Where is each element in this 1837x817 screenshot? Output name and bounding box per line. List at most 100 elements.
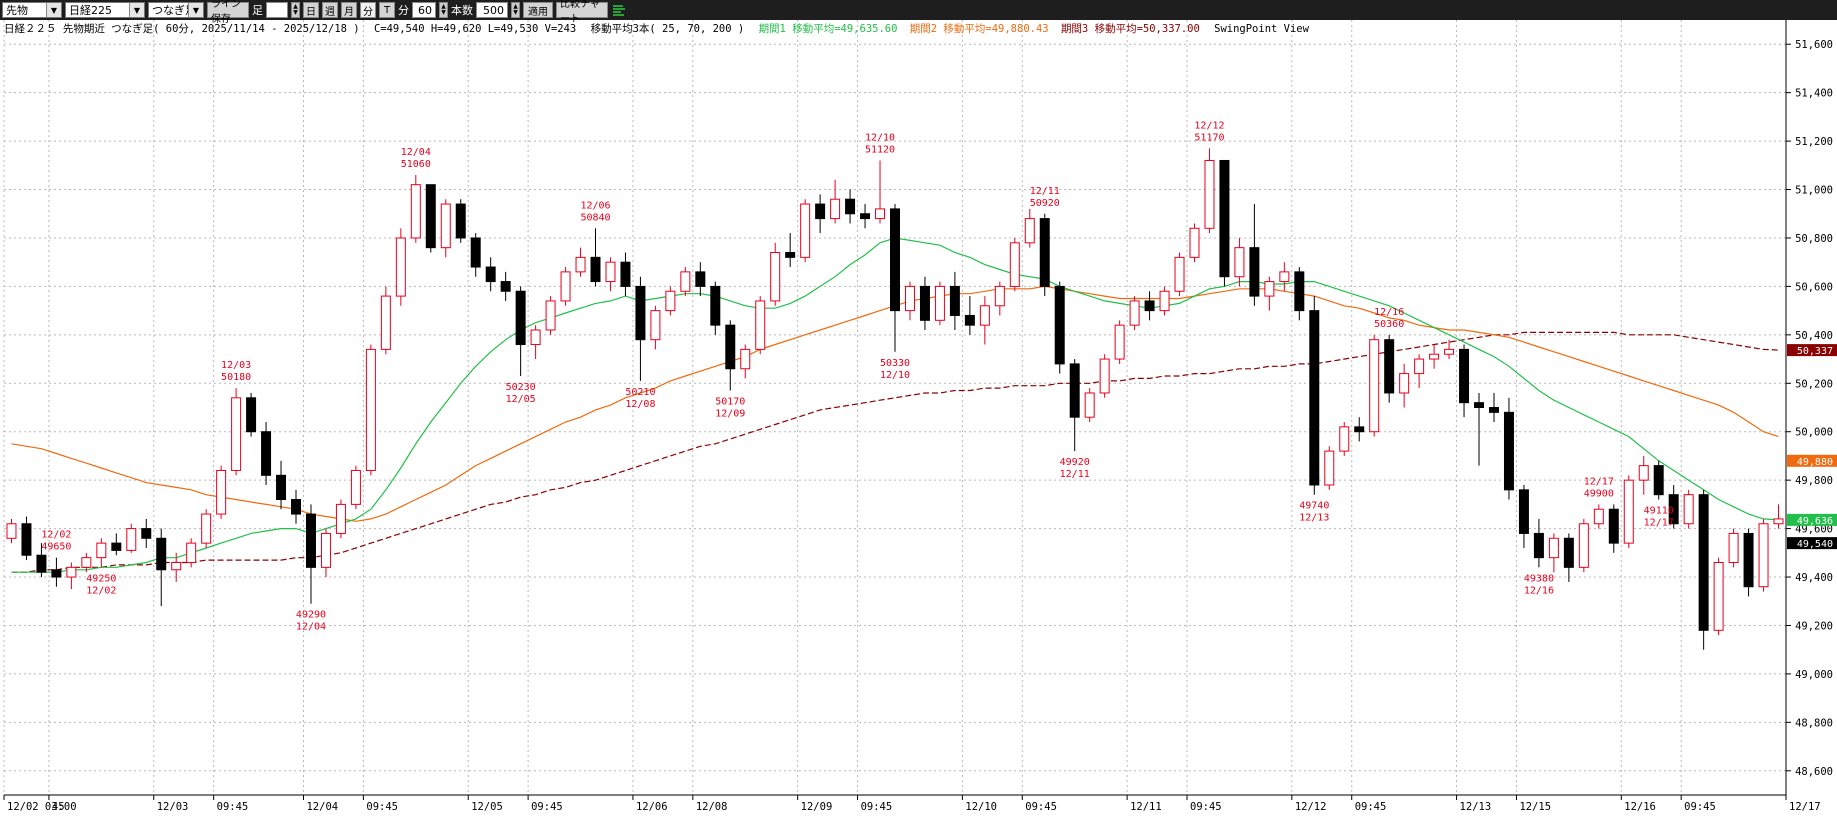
count-input[interactable]: 500 <box>476 2 508 18</box>
candle-body <box>1039 218 1050 287</box>
x-tick-label: 12/15 <box>1519 801 1551 813</box>
swing-low-price: 50170 <box>715 397 745 408</box>
candle-body <box>1698 494 1709 631</box>
foot-spinner[interactable]: ▲ ▼ <box>291 2 300 18</box>
candle-body <box>770 252 781 302</box>
candle-body <box>1159 290 1170 312</box>
swing-high-price: 50180 <box>221 372 251 383</box>
candle-body <box>1399 373 1410 394</box>
price-badge-label: 49,880 <box>1797 457 1833 468</box>
candle-body <box>1249 247 1260 297</box>
candle-body <box>111 542 122 551</box>
candle-body <box>1518 489 1529 534</box>
candle-body <box>1009 242 1020 287</box>
minutes-input[interactable]: 60 <box>412 2 436 18</box>
candle-body <box>1069 363 1080 418</box>
candle-body <box>141 528 152 539</box>
apply-button[interactable]: 適用 <box>523 2 553 18</box>
y-tick-label: 51,000 <box>1795 185 1833 197</box>
period-minute-button[interactable]: 分 <box>360 2 376 18</box>
candle-body <box>276 474 287 501</box>
ma-description: 移動平均3本( 25, 70, 200 ) <box>590 23 745 35</box>
candle-body <box>530 329 541 346</box>
continuous-select[interactable]: つなぎ足 ▼ <box>148 2 204 18</box>
candle-body <box>740 348 751 370</box>
y-axis-panel <box>1786 20 1837 817</box>
period-month-button[interactable]: 月 <box>341 2 357 18</box>
candle-body <box>291 499 302 515</box>
swing-low-date: 12/10 <box>880 370 910 381</box>
chart-settings-icon[interactable] <box>611 3 627 17</box>
candle-body <box>1189 227 1200 258</box>
foot-input[interactable] <box>266 2 288 18</box>
period-day-button[interactable]: 日 <box>303 2 319 18</box>
candle-body <box>800 203 811 258</box>
swing-high-price: 50920 <box>1030 198 1060 209</box>
candlestick-chart[interactable]: 12/02496504925012/0212/03501804929012/04… <box>0 20 1837 817</box>
candle-body <box>1234 247 1245 278</box>
candle-body <box>1638 465 1649 481</box>
candle-body <box>410 184 421 239</box>
swing-low-price: 50210 <box>625 387 655 398</box>
swing-high-date: 12/10 <box>865 132 895 143</box>
y-tick-label: 51,200 <box>1795 136 1833 148</box>
swing-point-labels: 12/02496504925012/0212/03501804929012/04… <box>41 120 1673 632</box>
instrument-title: 日経２２５ 先物期近 つなぎ足( 60分, 2025/11/14 - 2025/… <box>4 23 360 35</box>
candle-body <box>979 305 990 326</box>
candle-body <box>1414 358 1425 375</box>
candle-body <box>1339 426 1350 452</box>
candle-body <box>1668 494 1679 525</box>
swing-low-date: 12/09 <box>715 409 745 420</box>
x-tick-label: 12/12 <box>1295 801 1327 813</box>
candle-body <box>710 285 721 326</box>
ma2-readout: 期間2 移動平均=49,880.43 <box>909 23 1049 35</box>
swing-low-date: 12/13 <box>1299 513 1329 524</box>
candle-body <box>1623 479 1634 544</box>
x-tick-label: 12/10 <box>965 801 997 813</box>
candle-body <box>126 528 137 551</box>
price-badge <box>1787 344 1837 357</box>
market-value: 先物 <box>6 4 28 17</box>
symbol-select[interactable]: 日経225 ▼ <box>65 2 145 18</box>
x-tick-label: 12/09 <box>801 801 833 813</box>
candle-body <box>216 469 227 515</box>
swing-low-date: 12/17 <box>1644 518 1674 529</box>
swing-low-price: 49290 <box>296 610 326 621</box>
candle-body <box>919 285 930 321</box>
candle-body <box>1563 537 1574 568</box>
swing-high-date: 12/06 <box>580 200 610 211</box>
candle-body <box>1264 281 1275 297</box>
y-tick-label: 50,800 <box>1795 233 1833 245</box>
candle-body <box>650 310 661 341</box>
minutes-spinner[interactable]: ▲ ▼ <box>439 2 448 18</box>
x-tick-label: 12/02 03:00 <box>7 801 77 813</box>
x-tick-label: 45 <box>52 801 65 813</box>
swing-high-date: 12/12 <box>1194 120 1224 131</box>
period-week-button[interactable]: 週 <box>322 2 338 18</box>
candle-body <box>1743 532 1754 588</box>
candle-body <box>875 208 886 220</box>
period-tick-button[interactable]: T <box>379 2 395 18</box>
swing-high-price: 50360 <box>1374 319 1404 330</box>
market-select[interactable]: 先物 ▼ <box>2 2 62 18</box>
y-tick-label: 48,800 <box>1795 717 1833 729</box>
candle-body <box>785 252 796 258</box>
candle-body <box>1713 562 1724 631</box>
swing-high-price: 49650 <box>41 542 71 553</box>
swing-low-price: 49380 <box>1524 573 1554 584</box>
candles <box>6 148 1784 650</box>
x-tick-label: 09:45 <box>861 801 893 813</box>
candle-body <box>845 198 856 215</box>
candle-body <box>515 290 526 346</box>
count-spinner[interactable]: ▲ ▼ <box>511 2 520 18</box>
y-tick-label: 50,000 <box>1795 427 1833 439</box>
compare-chart-button[interactable]: 比較チャート <box>556 0 608 25</box>
candle-body <box>1459 348 1470 404</box>
x-tick-label: 09:45 <box>531 801 563 813</box>
candle-body <box>96 542 107 559</box>
save-line-button[interactable]: ライン保存 <box>207 0 249 25</box>
candle-body <box>425 184 436 249</box>
swing-low-price: 49740 <box>1299 501 1329 512</box>
candle-body <box>500 281 511 292</box>
y-tick-label: 48,600 <box>1795 766 1833 778</box>
